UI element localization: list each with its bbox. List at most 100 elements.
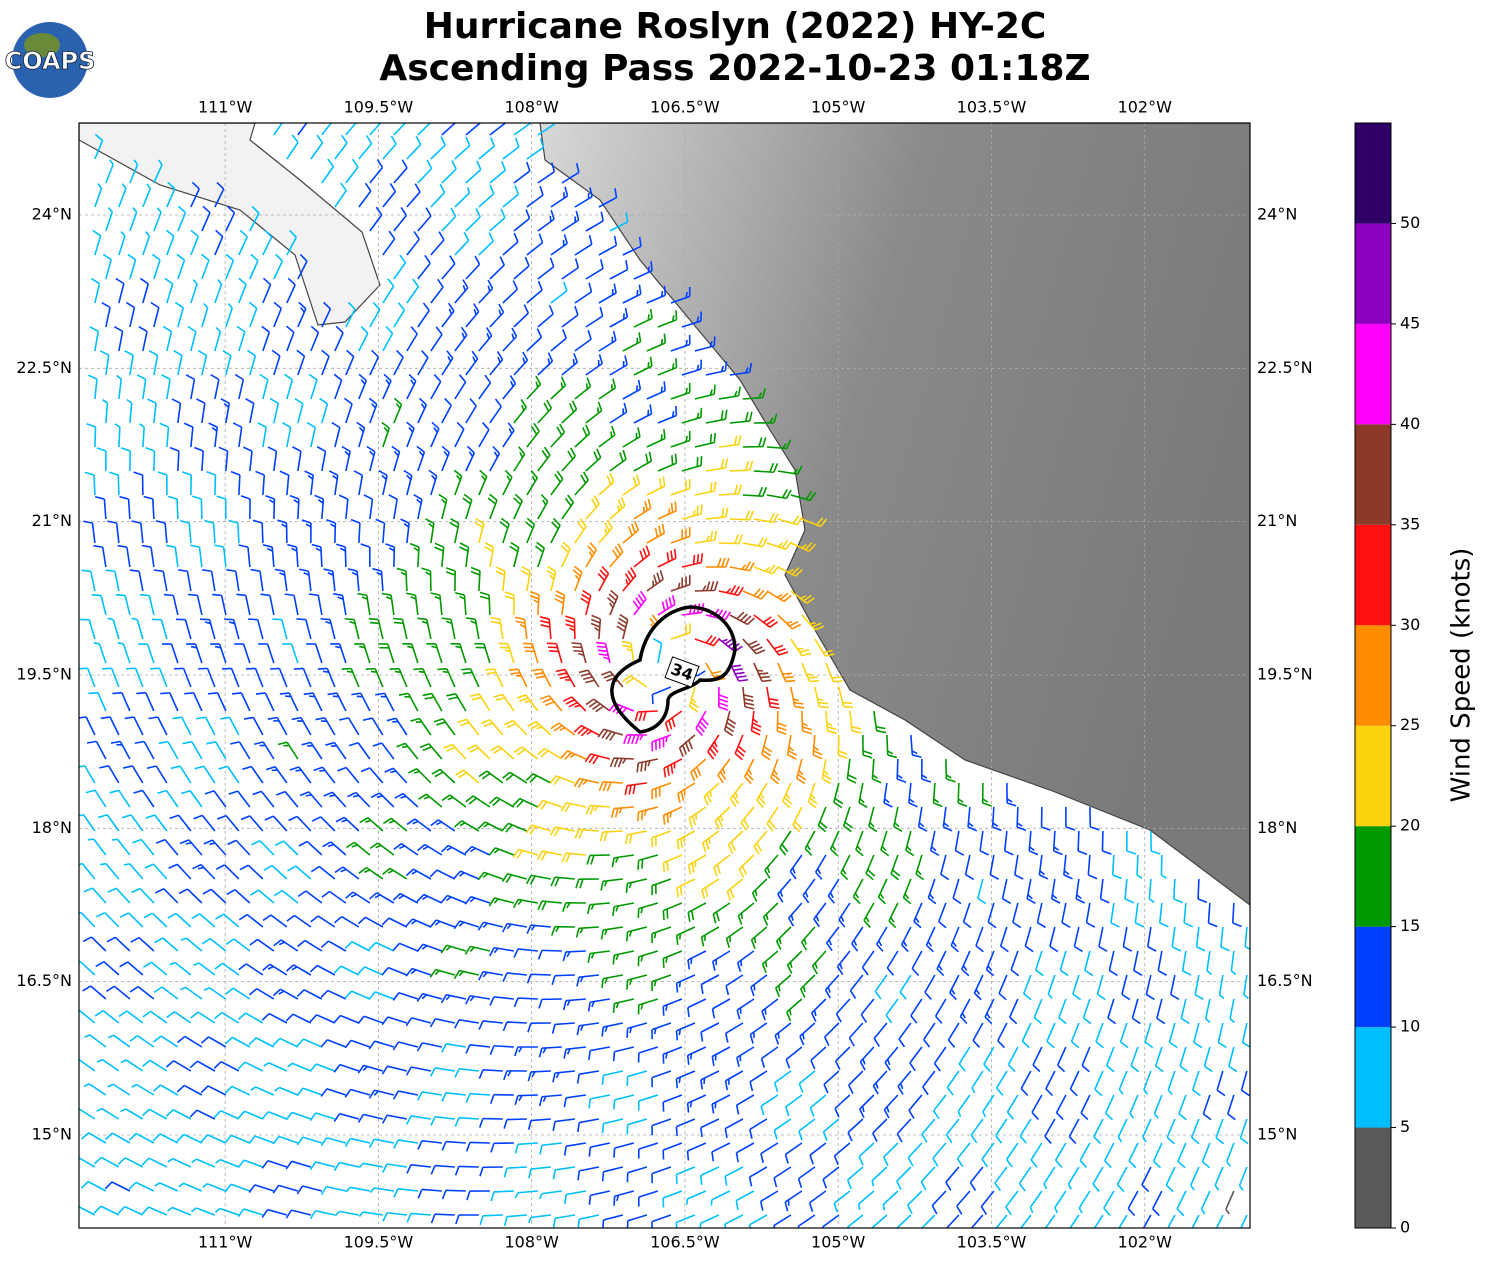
barb-feather (597, 646, 606, 647)
barb-feather (757, 670, 763, 671)
barb-staff (345, 547, 346, 567)
barb-staff (638, 711, 658, 712)
barb-feather (319, 770, 325, 771)
barb-feather (461, 669, 470, 670)
barb-feather (437, 669, 446, 670)
barb-feather (571, 643, 580, 644)
barb-staff (118, 475, 119, 495)
barb-feather (844, 706, 853, 707)
barb-feather (663, 911, 664, 920)
barb-feather (676, 358, 677, 367)
barb-feather (428, 112, 432, 121)
barb-staff (555, 975, 575, 976)
barb-feather (664, 334, 665, 343)
barb-feather (808, 677, 817, 678)
barb-feather (673, 363, 674, 369)
barb-feather (648, 267, 649, 273)
barb-staff (215, 475, 216, 495)
barb-feather (783, 673, 792, 674)
barb-feather (664, 815, 665, 824)
barb-feather (679, 1077, 680, 1083)
title: Hurricane Roslyn (2022) HY-2C (424, 6, 1047, 47)
barb-feather (666, 957, 667, 963)
barb-feather (655, 1028, 656, 1034)
map-area: 34 (70, 111, 1260, 1240)
barb-feather (598, 650, 607, 651)
barb-feather (73, 1059, 78, 1061)
barb-feather (673, 315, 674, 321)
barb-feather (669, 508, 670, 514)
barb-feather (88, 839, 94, 840)
barb-feather (663, 958, 664, 967)
barb-feather (672, 455, 673, 464)
barb-feather (680, 934, 681, 940)
barb-feather (673, 411, 674, 417)
barb-staff (1198, 879, 1199, 899)
barb-staff (603, 831, 623, 832)
barb-feather (393, 619, 402, 620)
barb-feather (370, 623, 379, 624)
barb-feather (614, 1100, 615, 1109)
barb-feather (402, 747, 408, 748)
barb-feather (209, 843, 215, 844)
barb-feather (598, 407, 599, 413)
barb-feather (602, 1027, 603, 1036)
barb-feather (676, 406, 677, 415)
barb-feather (661, 434, 662, 440)
barb-feather (596, 643, 605, 644)
barb-feather (714, 336, 715, 345)
barb-feather (369, 619, 378, 620)
barb-feather (762, 680, 771, 681)
barb-feather (73, 1108, 78, 1111)
barb-feather (691, 1102, 692, 1108)
barb-feather (222, 668, 231, 669)
barb-feather (208, 693, 217, 694)
barb-feather (784, 677, 793, 678)
barb-feather (124, 864, 130, 865)
barb-feather (680, 981, 681, 987)
barb-feather (677, 983, 678, 992)
barb-feather (697, 505, 698, 514)
barb-feather (81, 570, 90, 571)
barb-feather (572, 647, 581, 648)
barb-feather (664, 381, 665, 390)
barb-feather (741, 913, 742, 919)
barb-staff (719, 543, 739, 544)
barb-staff (1078, 831, 1079, 851)
barb-feather (843, 703, 852, 704)
barb-staff (239, 475, 240, 495)
barb-feather (394, 622, 403, 623)
barb-feather (345, 619, 354, 620)
barb-feather (573, 359, 574, 365)
barb-feather (116, 595, 125, 596)
barb-staff (777, 711, 778, 731)
barb-feather (627, 980, 628, 989)
barb-feather (463, 672, 472, 673)
barb-feather (136, 693, 145, 694)
barb-feather (390, 669, 399, 670)
barb-feather (323, 671, 329, 672)
barb-feather (321, 619, 330, 620)
barb-feather (677, 935, 678, 944)
barb-feather (306, 795, 312, 796)
barb-staff (1233, 903, 1234, 923)
barb-staff (95, 427, 96, 447)
barb-feather (832, 677, 841, 678)
barb-feather (599, 654, 608, 655)
barb-feather (714, 433, 715, 442)
barb-feather (664, 429, 665, 438)
barb-feather (819, 707, 828, 708)
barb-staff (518, 1095, 538, 1096)
barb-staff (489, 595, 490, 615)
barb-staff (887, 735, 888, 755)
barb-feather (670, 812, 671, 818)
barb-feather (662, 291, 663, 297)
barb-staff (507, 1022, 527, 1023)
barb-feather (88, 693, 97, 694)
barb-feather (766, 961, 767, 967)
barb-feather (296, 619, 305, 620)
barb-feather (71, 1010, 79, 1015)
barb-feather (651, 309, 652, 318)
barb-feather (112, 839, 118, 840)
